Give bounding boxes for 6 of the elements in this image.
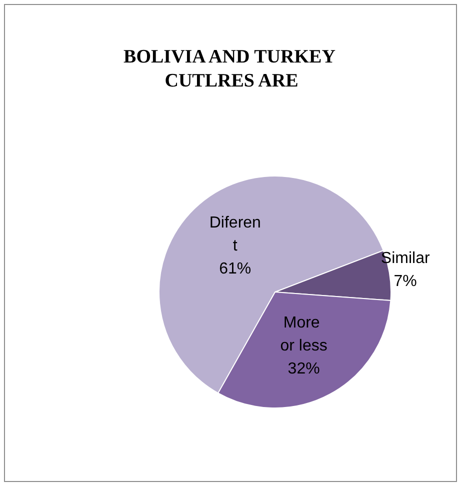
data-label: 61% — [219, 260, 252, 278]
data-label: 7% — [394, 273, 417, 290]
chart-title: BOLIVIA AND TURKEY CUTLRES ARE — [124, 46, 340, 92]
slice-label: More or less — [280, 314, 328, 354]
data-label: 32% — [288, 360, 320, 378]
slice-label: Diferent — [209, 214, 261, 254]
